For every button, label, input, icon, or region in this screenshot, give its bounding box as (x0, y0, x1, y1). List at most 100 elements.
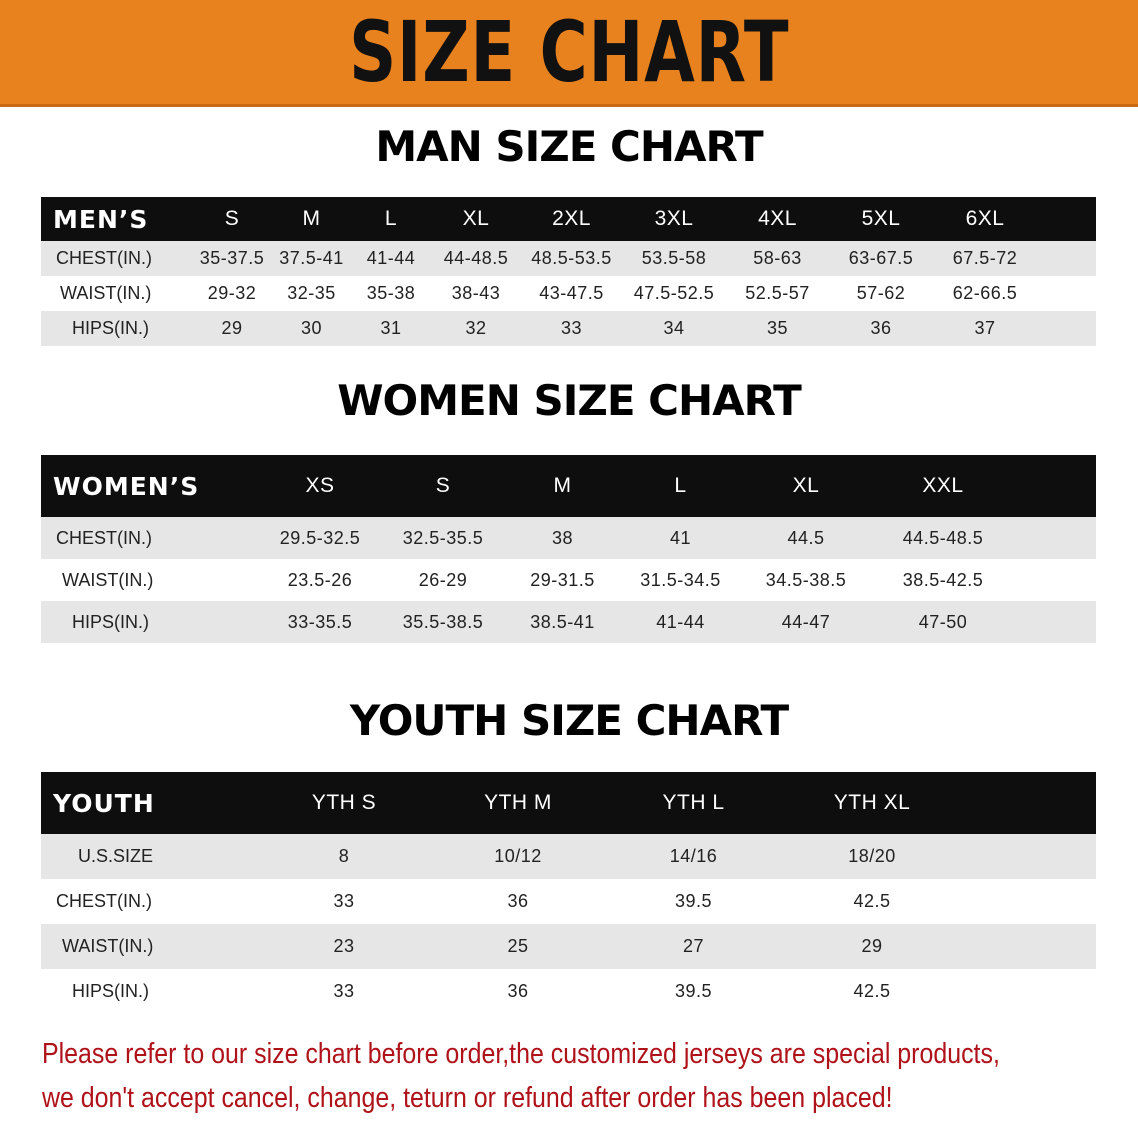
table-cell: 38.5-42.5 (902, 569, 984, 590)
men-section-title: MAN SIZE CHART (375, 122, 763, 171)
table-cell: 38.5-41 (530, 611, 595, 632)
row-label: WAIST(IN.) (62, 936, 154, 956)
women-header-row: WOMEN’S XS S M L XL XXL (41, 455, 1096, 517)
table-cell: 67.5-72 (952, 248, 1018, 268)
youth-section-title: YOUTH SIZE CHART (349, 696, 789, 745)
size-header-yth-s: YTH S (311, 791, 377, 814)
size-header-l: L (384, 207, 398, 230)
size-header-5xl: 5XL (861, 207, 901, 230)
row-label: HIPS(IN.) (72, 611, 150, 632)
size-header-2xl: 2XL (552, 207, 591, 230)
table-cell: 33 (333, 981, 355, 1001)
size-header-s: S (224, 207, 240, 230)
table-cell: 47.5-52.5 (633, 283, 715, 303)
table-cell: 52.5-57 (745, 283, 810, 303)
size-header-yth-l: YTH L (662, 791, 725, 814)
table-cell: 44.5 (787, 527, 825, 548)
table-cell: 39.5 (674, 891, 713, 911)
size-header-yth-m: YTH M (484, 791, 552, 814)
size-header-6xl: 6XL (965, 207, 1005, 230)
table-cell: 29 (861, 936, 883, 956)
row-label: HIPS(IN.) (72, 318, 150, 338)
table-cell: 35 (766, 318, 789, 338)
table-cell: 63-67.5 (848, 248, 914, 268)
table-cell: 33 (560, 318, 583, 338)
table-cell: 53.5-58 (641, 248, 707, 268)
size-header-xs: XS (305, 474, 335, 497)
table-row: CHEST(IN.) 35-37.5 37.5-41 41-44 44-48.5 48.5… (41, 241, 1096, 276)
table-cell: 31 (380, 318, 402, 338)
size-header-xl: XL (462, 207, 490, 230)
table-cell: 35.5-38.5 (402, 611, 484, 632)
table-cell: 41-44 (656, 611, 705, 632)
table-row: U.S.SIZE 8 10/12 14/16 18/20 (41, 834, 1096, 879)
table-cell: 38-43 (451, 283, 501, 303)
row-label: U.S.SIZE (78, 846, 154, 866)
table-cell: 47-50 (918, 611, 968, 632)
table-cell: 32 (465, 318, 487, 338)
table-cell: 10/12 (494, 846, 542, 866)
table-cell: 35-37.5 (199, 248, 265, 268)
table-row: HIPS(IN.) 33-35.5 35.5-38.5 38.5-41 41-44 44-… (41, 601, 1096, 643)
men-size-table: MEN’S S M L XL 2XL 3XL 4XL 5XL 6XL CHEST(IN.) 35-37… (41, 197, 1096, 346)
table-cell: 23.5-26 (287, 569, 353, 590)
table-cell: 43-47.5 (539, 283, 604, 303)
table-cell: 48.5-53.5 (531, 248, 612, 268)
table-row: HIPS(IN.) 29 30 31 32 33 34 35 36 37 (41, 311, 1096, 346)
table-cell: 57-62 (856, 283, 906, 303)
table-cell: 41 (669, 527, 692, 548)
table-row: WAIST(IN.) 23.5-26 26-29 29-31.5 31.5-34.5 34… (41, 559, 1096, 601)
table-cell: 33 (333, 891, 355, 911)
men-header-row: MEN’S S M L XL 2XL 3XL 4XL 5XL 6XL (41, 197, 1096, 241)
table-cell: 44.5-48.5 (902, 527, 984, 548)
women-header-label: WOMEN’S (53, 471, 200, 501)
table-cell: 42.5 (853, 981, 891, 1001)
size-header-l: L (674, 474, 687, 497)
women-size-table: WOMEN’S XS S M L XL XXL CHEST(IN.) 29.5-32.5 32.5… (41, 455, 1096, 643)
size-header-3xl: 3XL (654, 207, 694, 230)
table-cell: 36 (870, 318, 892, 338)
row-label: WAIST(IN.) (62, 569, 154, 590)
table-cell: 32-35 (287, 283, 336, 303)
table-cell: 34.5-38.5 (765, 569, 847, 590)
row-label: CHEST(IN.) (56, 891, 152, 911)
table-cell: 44-48.5 (443, 248, 509, 268)
table-cell: 8 (338, 846, 350, 866)
table-cell: 26-29 (418, 569, 468, 590)
table-cell: 33-35.5 (287, 611, 353, 632)
youth-header-label: YOUTH (53, 788, 155, 818)
size-header-s: S (435, 474, 451, 497)
row-label: CHEST(IN.) (56, 248, 152, 268)
row-label: WAIST(IN.) (60, 283, 152, 303)
table-row: CHEST(IN.) 29.5-32.5 32.5-35.5 38 41 44.5 44.5… (41, 517, 1096, 559)
table-cell: 23 (333, 936, 355, 956)
women-section-title: WOMEN SIZE CHART (337, 376, 802, 425)
size-header-xl: XL (792, 474, 820, 497)
table-cell: 25 (507, 936, 529, 956)
table-cell: 14/16 (669, 846, 718, 866)
notice-line-1: Please refer to our size chart before or… (42, 1038, 1000, 1070)
size-header-xxl: XXL (922, 474, 964, 497)
size-header-m: M (553, 474, 572, 497)
table-row: WAIST(IN.) 29-32 32-35 35-38 38-43 43-47.5 47.… (41, 276, 1096, 311)
table-cell: 35-38 (366, 283, 416, 303)
youth-size-table: YOUTH YTH S YTH M YTH L YTH XL U.S.SIZE 8 10/12… (41, 772, 1096, 1014)
table-cell: 18/20 (848, 846, 896, 866)
table-cell: 62-66.5 (952, 283, 1018, 303)
table-row: HIPS(IN.) 33 36 39.5 42.5 (41, 969, 1096, 1014)
table-cell: 29 (221, 318, 243, 338)
table-cell: 29-32 (207, 283, 257, 303)
table-cell: 37.5-41 (279, 248, 344, 268)
banner-title: SIZE CHART (348, 3, 790, 101)
table-cell: 31.5-34.5 (640, 569, 721, 590)
table-cell: 27 (682, 936, 705, 956)
table-cell: 32.5-35.5 (402, 527, 484, 548)
table-row: CHEST(IN.) 33 36 39.5 42.5 (41, 879, 1096, 924)
size-header-m: M (302, 207, 321, 230)
table-cell: 42.5 (853, 891, 891, 911)
table-row: WAIST(IN.) 23 25 27 29 (41, 924, 1096, 969)
table-cell: 34 (663, 318, 685, 338)
table-cell: 44-47 (781, 611, 831, 632)
size-header-yth-xl: YTH XL (833, 791, 911, 814)
row-label: HIPS(IN.) (72, 981, 150, 1001)
